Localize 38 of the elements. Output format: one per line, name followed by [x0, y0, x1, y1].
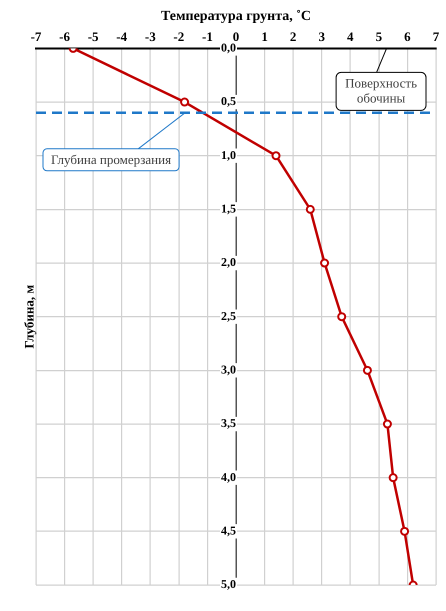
point	[382, 420, 392, 429]
point	[320, 258, 330, 268]
y-tick-label: 1,5	[221, 201, 236, 216]
x-tick-label: 3	[318, 28, 326, 44]
point	[337, 312, 346, 322]
point	[180, 98, 190, 107]
x-tick-label: -2	[173, 28, 184, 44]
point	[400, 526, 410, 536]
point	[388, 473, 398, 482]
ref-line-label: Глубина промерзания	[50, 152, 172, 168]
y-tick-label: 4,0	[221, 470, 236, 484]
x-tick-label: 5	[376, 28, 383, 44]
y-tick-label: 2,5	[221, 308, 236, 323]
y-tick-label: 0,5	[221, 94, 236, 108]
y-axis-title: Глубина, м	[21, 284, 36, 349]
x-axis-title: Температура грунта, ˚С	[160, 9, 312, 24]
x-tick-label: 1	[261, 28, 268, 44]
x-tick-label: -7	[30, 28, 42, 44]
y-tick-label: 3,5	[221, 416, 236, 430]
y-tick-label: 5,0	[221, 577, 236, 592]
x-tick-label: -1	[202, 28, 213, 44]
y-tick-label: 0,0	[221, 40, 236, 54]
x-tick-label: -6	[59, 28, 70, 44]
point	[306, 204, 315, 214]
annotation: Поверхность обочины	[345, 75, 418, 106]
y-tick-label: 4,5	[221, 523, 236, 538]
y-tick-label: 2,0	[221, 255, 236, 270]
y-tick-label: 3,0	[221, 362, 236, 376]
x-tick-label: 6	[404, 28, 412, 44]
y-tick-label: 1,0	[221, 148, 236, 162]
point	[272, 151, 280, 160]
point	[362, 366, 372, 375]
x-tick-label: 4	[347, 28, 354, 44]
x-tick-label: -5	[88, 28, 100, 44]
x-tick-label: 7	[432, 28, 440, 44]
x-tick-label: -4	[116, 28, 128, 44]
x-tick-label: -3	[144, 28, 156, 44]
x-tick-label: 2	[290, 28, 296, 44]
